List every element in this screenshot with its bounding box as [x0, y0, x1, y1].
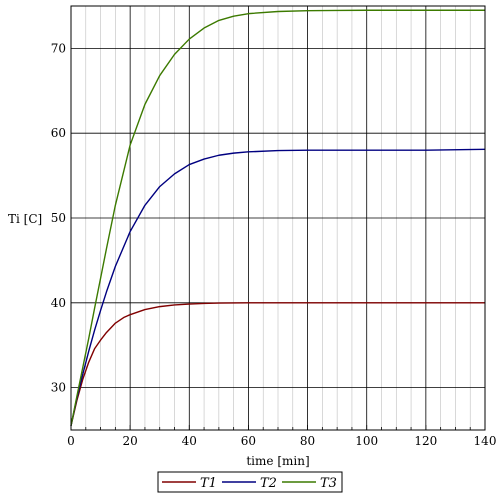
y-axis-label: Ti [C]: [8, 212, 42, 226]
x-tick-label: 0: [67, 434, 75, 448]
x-tick-label: 100: [355, 434, 378, 448]
x-tick-label: 120: [414, 434, 437, 448]
legend-label-t2: T2: [260, 476, 277, 491]
y-tick-label: 60: [51, 126, 66, 140]
x-tick-label: 40: [182, 434, 197, 448]
series-line-t2: [70, 148, 486, 426]
x-axis-label: time [min]: [246, 454, 309, 468]
plot-frame: [70, 5, 486, 431]
y-tick-label: 50: [51, 211, 66, 225]
x-tick-label: 60: [241, 434, 256, 448]
legend: T1 T2 T3: [157, 471, 343, 493]
x-tick-label: 20: [123, 434, 138, 448]
x-tick-label: 80: [300, 434, 315, 448]
legend-label-t3: T3: [320, 476, 337, 491]
series-lines: [70, 9, 486, 426]
series-line-t3: [70, 9, 485, 426]
y-tick-label: 40: [51, 296, 66, 310]
tick-labels: 0 20 40 60 80 100 120 140 30 40 50 60 70: [51, 41, 497, 448]
x-tick-label: 140: [474, 434, 497, 448]
y-tick-label: 70: [51, 41, 66, 55]
series-line-t1: [70, 302, 485, 426]
y-tick-label: 30: [51, 381, 66, 395]
legend-label-t1: T1: [200, 476, 217, 491]
